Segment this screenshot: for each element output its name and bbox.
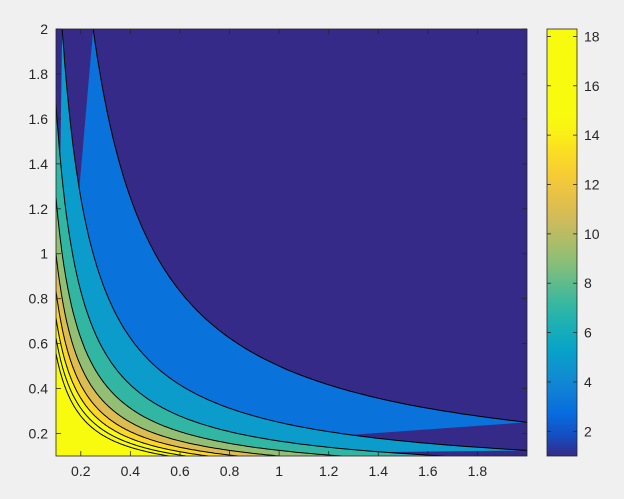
y-tick-label: 1.2	[29, 201, 49, 217]
y-tick-label: 0.6	[29, 336, 49, 352]
x-tick-label: 0.8	[220, 463, 240, 479]
contour-line-18	[56, 353, 169, 456]
colorbar-tick-label: 14	[584, 127, 600, 143]
contour-line-4	[61, 29, 527, 451]
x-tick-label: 1	[275, 463, 283, 479]
contour-line-10	[56, 253, 280, 456]
colorbar-tick-label: 2	[584, 423, 592, 439]
x-tick-label: 1.2	[319, 463, 339, 479]
y-tick-label: 2	[40, 21, 48, 37]
contour-band-14	[56, 317, 209, 456]
x-tick-label: 0.2	[71, 463, 91, 479]
x-tick-label: 1.4	[369, 463, 389, 479]
colorbar-ticks: 2 4 6 8 10 12 14 16 18	[547, 28, 600, 439]
contour-line-14	[56, 317, 209, 456]
y-tick-label: 0.8	[29, 291, 49, 307]
y-tick-label: 0.4	[29, 381, 49, 397]
contour-line-16	[56, 337, 187, 456]
colorbar: 2 4 6 8 10 12 14 16 18	[546, 28, 600, 457]
colorbar-frame	[546, 28, 578, 457]
y-tick-label: 0.2	[29, 426, 49, 442]
y-tick-label: 1	[40, 246, 48, 262]
contour-line-6	[56, 103, 445, 456]
y-tick-label: 1.8	[29, 66, 49, 82]
colorbar-tick-label: 12	[584, 176, 600, 192]
colorbar-tick-label: 4	[584, 374, 592, 390]
contour-line-2	[92, 29, 527, 423]
colorbar-tick-label: 10	[584, 226, 600, 242]
contour-band-18	[56, 353, 169, 456]
colorbar-tick-label: 8	[584, 275, 592, 291]
contour-band-12	[56, 291, 238, 456]
plot-frame	[55, 28, 528, 457]
contour-band-2	[56, 29, 527, 456]
y-tick-label: 1.4	[29, 156, 49, 172]
plot-area	[55, 28, 528, 457]
x-tick-label: 1.8	[468, 463, 488, 479]
x-tick-label: 1.6	[418, 463, 438, 479]
colorbar-tick-label: 6	[584, 325, 592, 341]
contour-line-8	[56, 197, 342, 456]
y-axis: 0.2 0.4 0.6 0.8 1 1.2 1.4 1.6 1.8 2	[29, 21, 527, 442]
colorbar-gradient	[547, 29, 577, 456]
colorbar-tick-label: 18	[584, 28, 600, 44]
x-tick-label: 0.6	[170, 463, 190, 479]
contour-line-12	[56, 291, 238, 456]
colorbar-tick-label: 16	[584, 78, 600, 94]
x-axis: 0.2 0.4 0.6 0.8 1 1.2 1.4 1.6 1.8	[71, 29, 487, 479]
y-tick-label: 1.6	[29, 111, 49, 127]
contour-lines	[56, 29, 527, 456]
x-tick-label: 0.4	[121, 463, 141, 479]
